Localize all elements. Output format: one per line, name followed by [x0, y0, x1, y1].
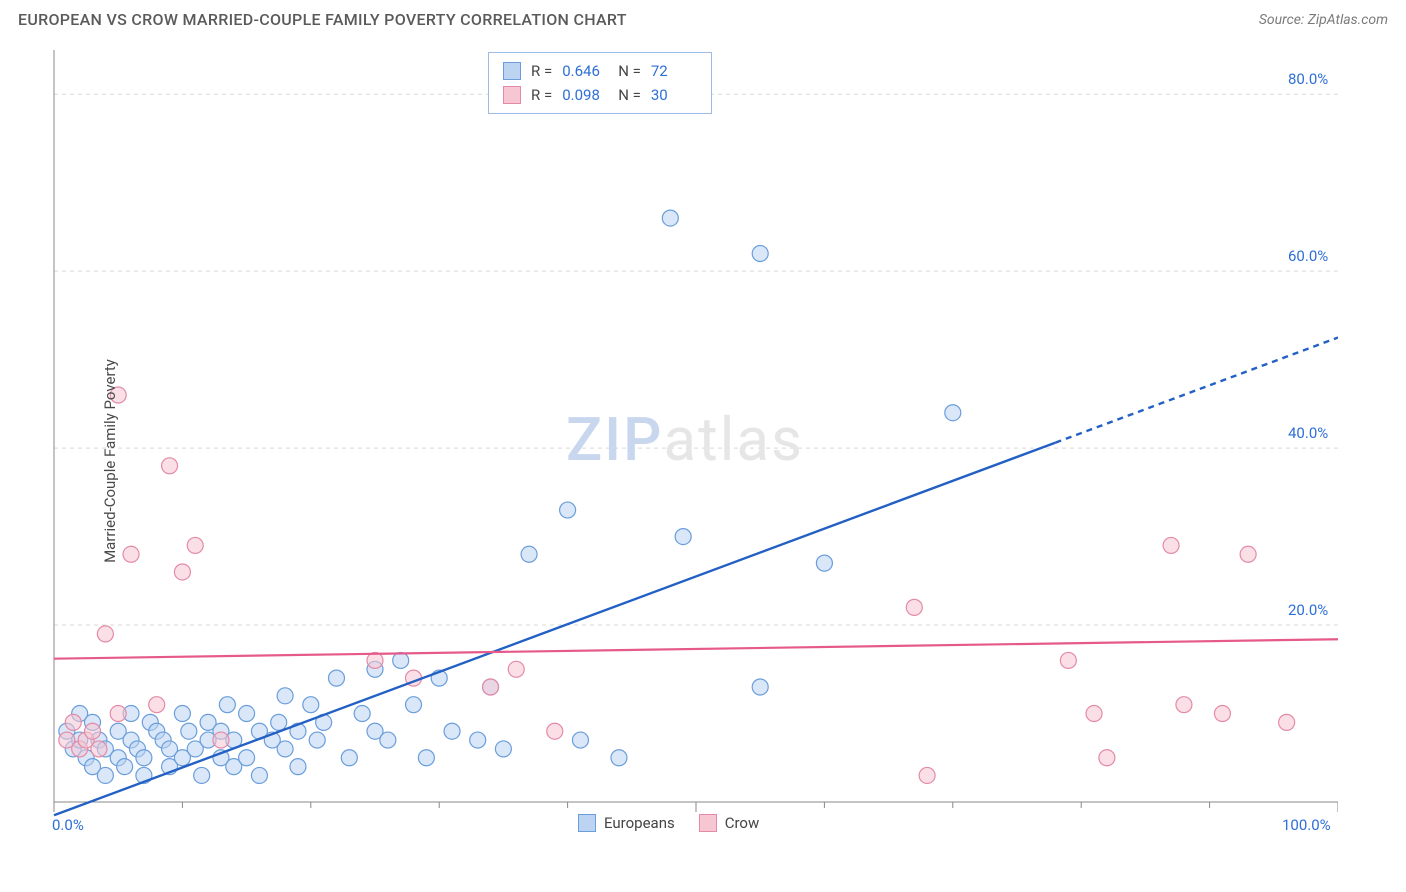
- legend-n-val: 30: [651, 83, 697, 107]
- series-legend-label: Europeans: [604, 814, 675, 832]
- scatter-chart: [18, 42, 1338, 842]
- y-tick-label: 80.0%: [1288, 70, 1328, 88]
- legend-stat-row: R = 0.098 N = 30: [503, 83, 697, 107]
- y-tick-label: 20.0%: [1288, 601, 1328, 619]
- legend-r-key: R =: [531, 59, 552, 83]
- y-tick-label: 40.0%: [1288, 424, 1328, 442]
- source-credit: Source: ZipAtlas.com: [1259, 12, 1388, 28]
- x-tick-label: 0.0%: [52, 816, 84, 834]
- x-tick-label: 100.0%: [1282, 816, 1331, 834]
- legend-swatch: [699, 814, 717, 832]
- correlation-legend: R = 0.646 N = 72 R = 0.098 N = 30: [488, 52, 712, 114]
- y-tick-label: 60.0%: [1288, 247, 1328, 265]
- legend-swatch: [503, 62, 521, 80]
- y-axis-label: Married-Couple Family Poverty: [101, 359, 119, 563]
- legend-n-key: N =: [618, 83, 641, 107]
- series-legend-label: Crow: [725, 814, 760, 832]
- legend-r-val: 0.646: [562, 59, 608, 83]
- legend-r-key: R =: [531, 83, 552, 107]
- legend-n-key: N =: [618, 59, 641, 83]
- legend-swatch: [503, 86, 521, 104]
- chart-area: Married-Couple Family Poverty ZIPatlas R…: [18, 42, 1388, 880]
- series-legend-item: Europeans: [578, 814, 675, 832]
- series-legend-item: Crow: [699, 814, 760, 832]
- legend-stat-row: R = 0.646 N = 72: [503, 59, 697, 83]
- series-legend: Europeans Crow: [578, 814, 759, 832]
- legend-n-val: 72: [651, 59, 697, 83]
- legend-r-val: 0.098: [562, 83, 608, 107]
- legend-swatch: [578, 814, 596, 832]
- chart-title: EUROPEAN VS CROW MARRIED-COUPLE FAMILY P…: [18, 10, 627, 29]
